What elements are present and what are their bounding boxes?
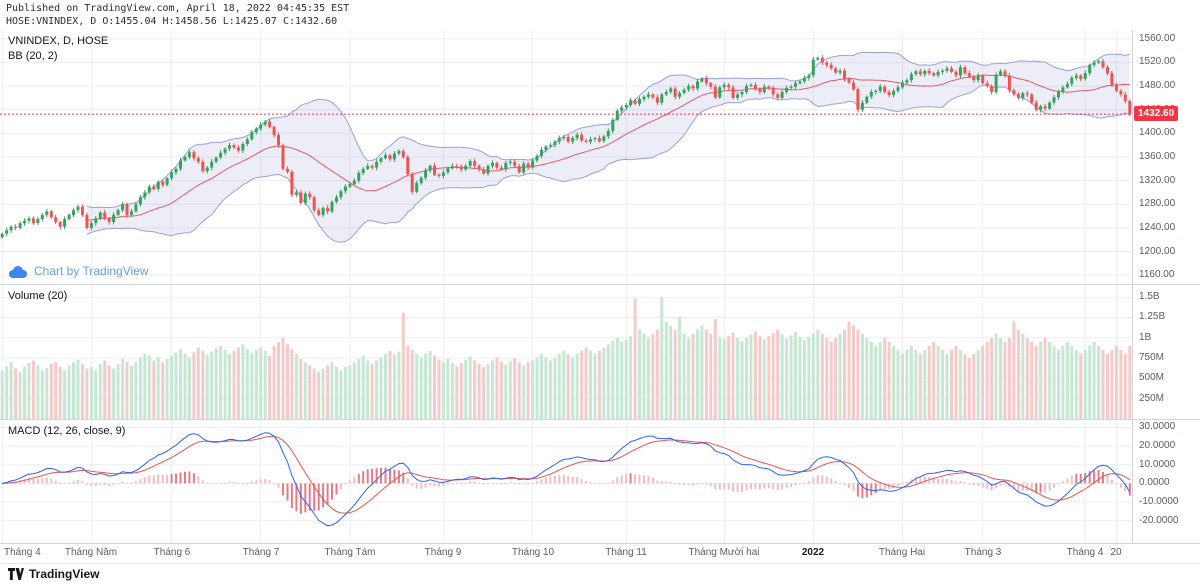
volume-legend[interactable]: Volume (20) <box>8 290 68 302</box>
tradingview-logo-icon[interactable] <box>8 567 24 580</box>
price-tick-label: 1360.00 <box>1139 151 1176 162</box>
volume-tick-label: 1B <box>1139 332 1152 343</box>
time-axis-label: Tháng 4 <box>1066 547 1104 558</box>
tradingview-cloud-icon <box>8 265 28 278</box>
macd-axis[interactable]: 30.0000 20.0000 10.0000 0.0000 -10.0000 -20.0… <box>1132 420 1200 543</box>
snapshot-header: Published on TradingView.com, April 18, … <box>0 0 1200 30</box>
published-line: Published on TradingView.com, April 18, … <box>6 3 350 14</box>
symbol-legend[interactable]: VNINDEX, D, HOSE <box>8 35 109 47</box>
price-tick-label: 1560.00 <box>1139 33 1176 44</box>
time-axis-label: 2022 <box>801 547 825 558</box>
time-axis-label: Tháng 10 <box>511 547 555 558</box>
macd-legend[interactable]: MACD (12, 26, close, 9) <box>8 425 126 437</box>
time-axis[interactable]: Tháng 4 Tháng Năm Tháng 6 Tháng 7 Tháng Tám T… <box>0 544 1200 563</box>
price-tick-label: 1240.00 <box>1139 222 1176 233</box>
footer: TradingView <box>0 563 1200 583</box>
volume-chart-canvas[interactable] <box>0 285 1132 419</box>
volume-tick-label: 1.5B <box>1139 291 1160 302</box>
chart-by-tradingview-link[interactable]: Chart by TradingView <box>8 264 149 278</box>
macd-tick-label: 20.0000 <box>1139 440 1176 451</box>
macd-tick-label: -20.0000 <box>1139 515 1179 526</box>
volume-pane[interactable]: Volume (20) <box>0 285 1132 419</box>
volume-tick-label: 1.25B <box>1139 311 1166 322</box>
time-axis-label: Tháng Tám <box>324 547 376 558</box>
bollinger-legend[interactable]: BB (20, 2) <box>8 50 58 62</box>
price-tick-label: 1320.00 <box>1139 175 1176 186</box>
price-tick-label: 1280.00 <box>1139 198 1176 209</box>
time-axis-label: Tháng 7 <box>242 547 280 558</box>
time-axis-label: 20 <box>1110 547 1122 558</box>
price-tick-label: 1400.00 <box>1139 127 1176 138</box>
watermark-text: Chart by TradingView <box>34 264 149 278</box>
macd-tick-label: -10.0000 <box>1139 496 1179 507</box>
price-tick-label: 1160.00 <box>1139 269 1175 280</box>
pane-separator[interactable] <box>0 419 1200 420</box>
price-tick-label: 1520.00 <box>1139 56 1176 67</box>
macd-tick-label: 0.0000 <box>1139 477 1170 488</box>
time-axis-label: Tháng Mười hai <box>688 547 760 558</box>
price-legend[interactable]: VNINDEX, D, HOSE BB (20, 2) <box>8 34 108 64</box>
time-axis-label: Tháng Năm <box>64 547 118 558</box>
price-axis[interactable]: 1560.001520.001480.001440.001400.001360.… <box>1132 30 1200 284</box>
macd-pane[interactable]: MACD (12, 26, close, 9) <box>0 420 1132 543</box>
footer-brand-text[interactable]: TradingView <box>29 566 100 581</box>
time-axis-separator <box>0 543 1200 544</box>
last-price-label: 1432.60 <box>1134 106 1179 121</box>
macd-chart-canvas[interactable] <box>0 420 1132 543</box>
time-axis-label: Tháng 3 <box>964 547 1002 558</box>
pane-separator[interactable] <box>0 284 1200 285</box>
price-tick-label: 1200.00 <box>1139 246 1176 257</box>
macd-tick-label: 10.0000 <box>1139 459 1176 470</box>
price-tick-label: 1480.00 <box>1139 80 1176 91</box>
time-axis-label: Tháng 4 <box>4 547 41 558</box>
macd-tick-label: 30.0000 <box>1139 421 1176 432</box>
volume-tick-label: 750M <box>1139 352 1165 363</box>
volume-tick-label: 500M <box>1139 372 1165 383</box>
time-axis-label: Tháng 11 <box>605 547 647 558</box>
time-axis-label: Tháng 9 <box>424 547 462 558</box>
volume-tick-label: 250M <box>1139 393 1165 404</box>
price-chart-canvas[interactable] <box>0 30 1132 284</box>
volume-axis[interactable]: 1.5B 1.25B 1B 750M 500M 250M <box>1132 285 1200 419</box>
symbol-ohlc-line: HOSE:VNINDEX, D O:1455.04 H:1458.56 L:14… <box>6 16 338 27</box>
price-pane[interactable]: VNINDEX, D, HOSE BB (20, 2) Chart by Tra… <box>0 30 1132 284</box>
time-axis-label: Tháng Hai <box>878 547 926 558</box>
time-axis-label: Tháng 6 <box>153 547 191 558</box>
